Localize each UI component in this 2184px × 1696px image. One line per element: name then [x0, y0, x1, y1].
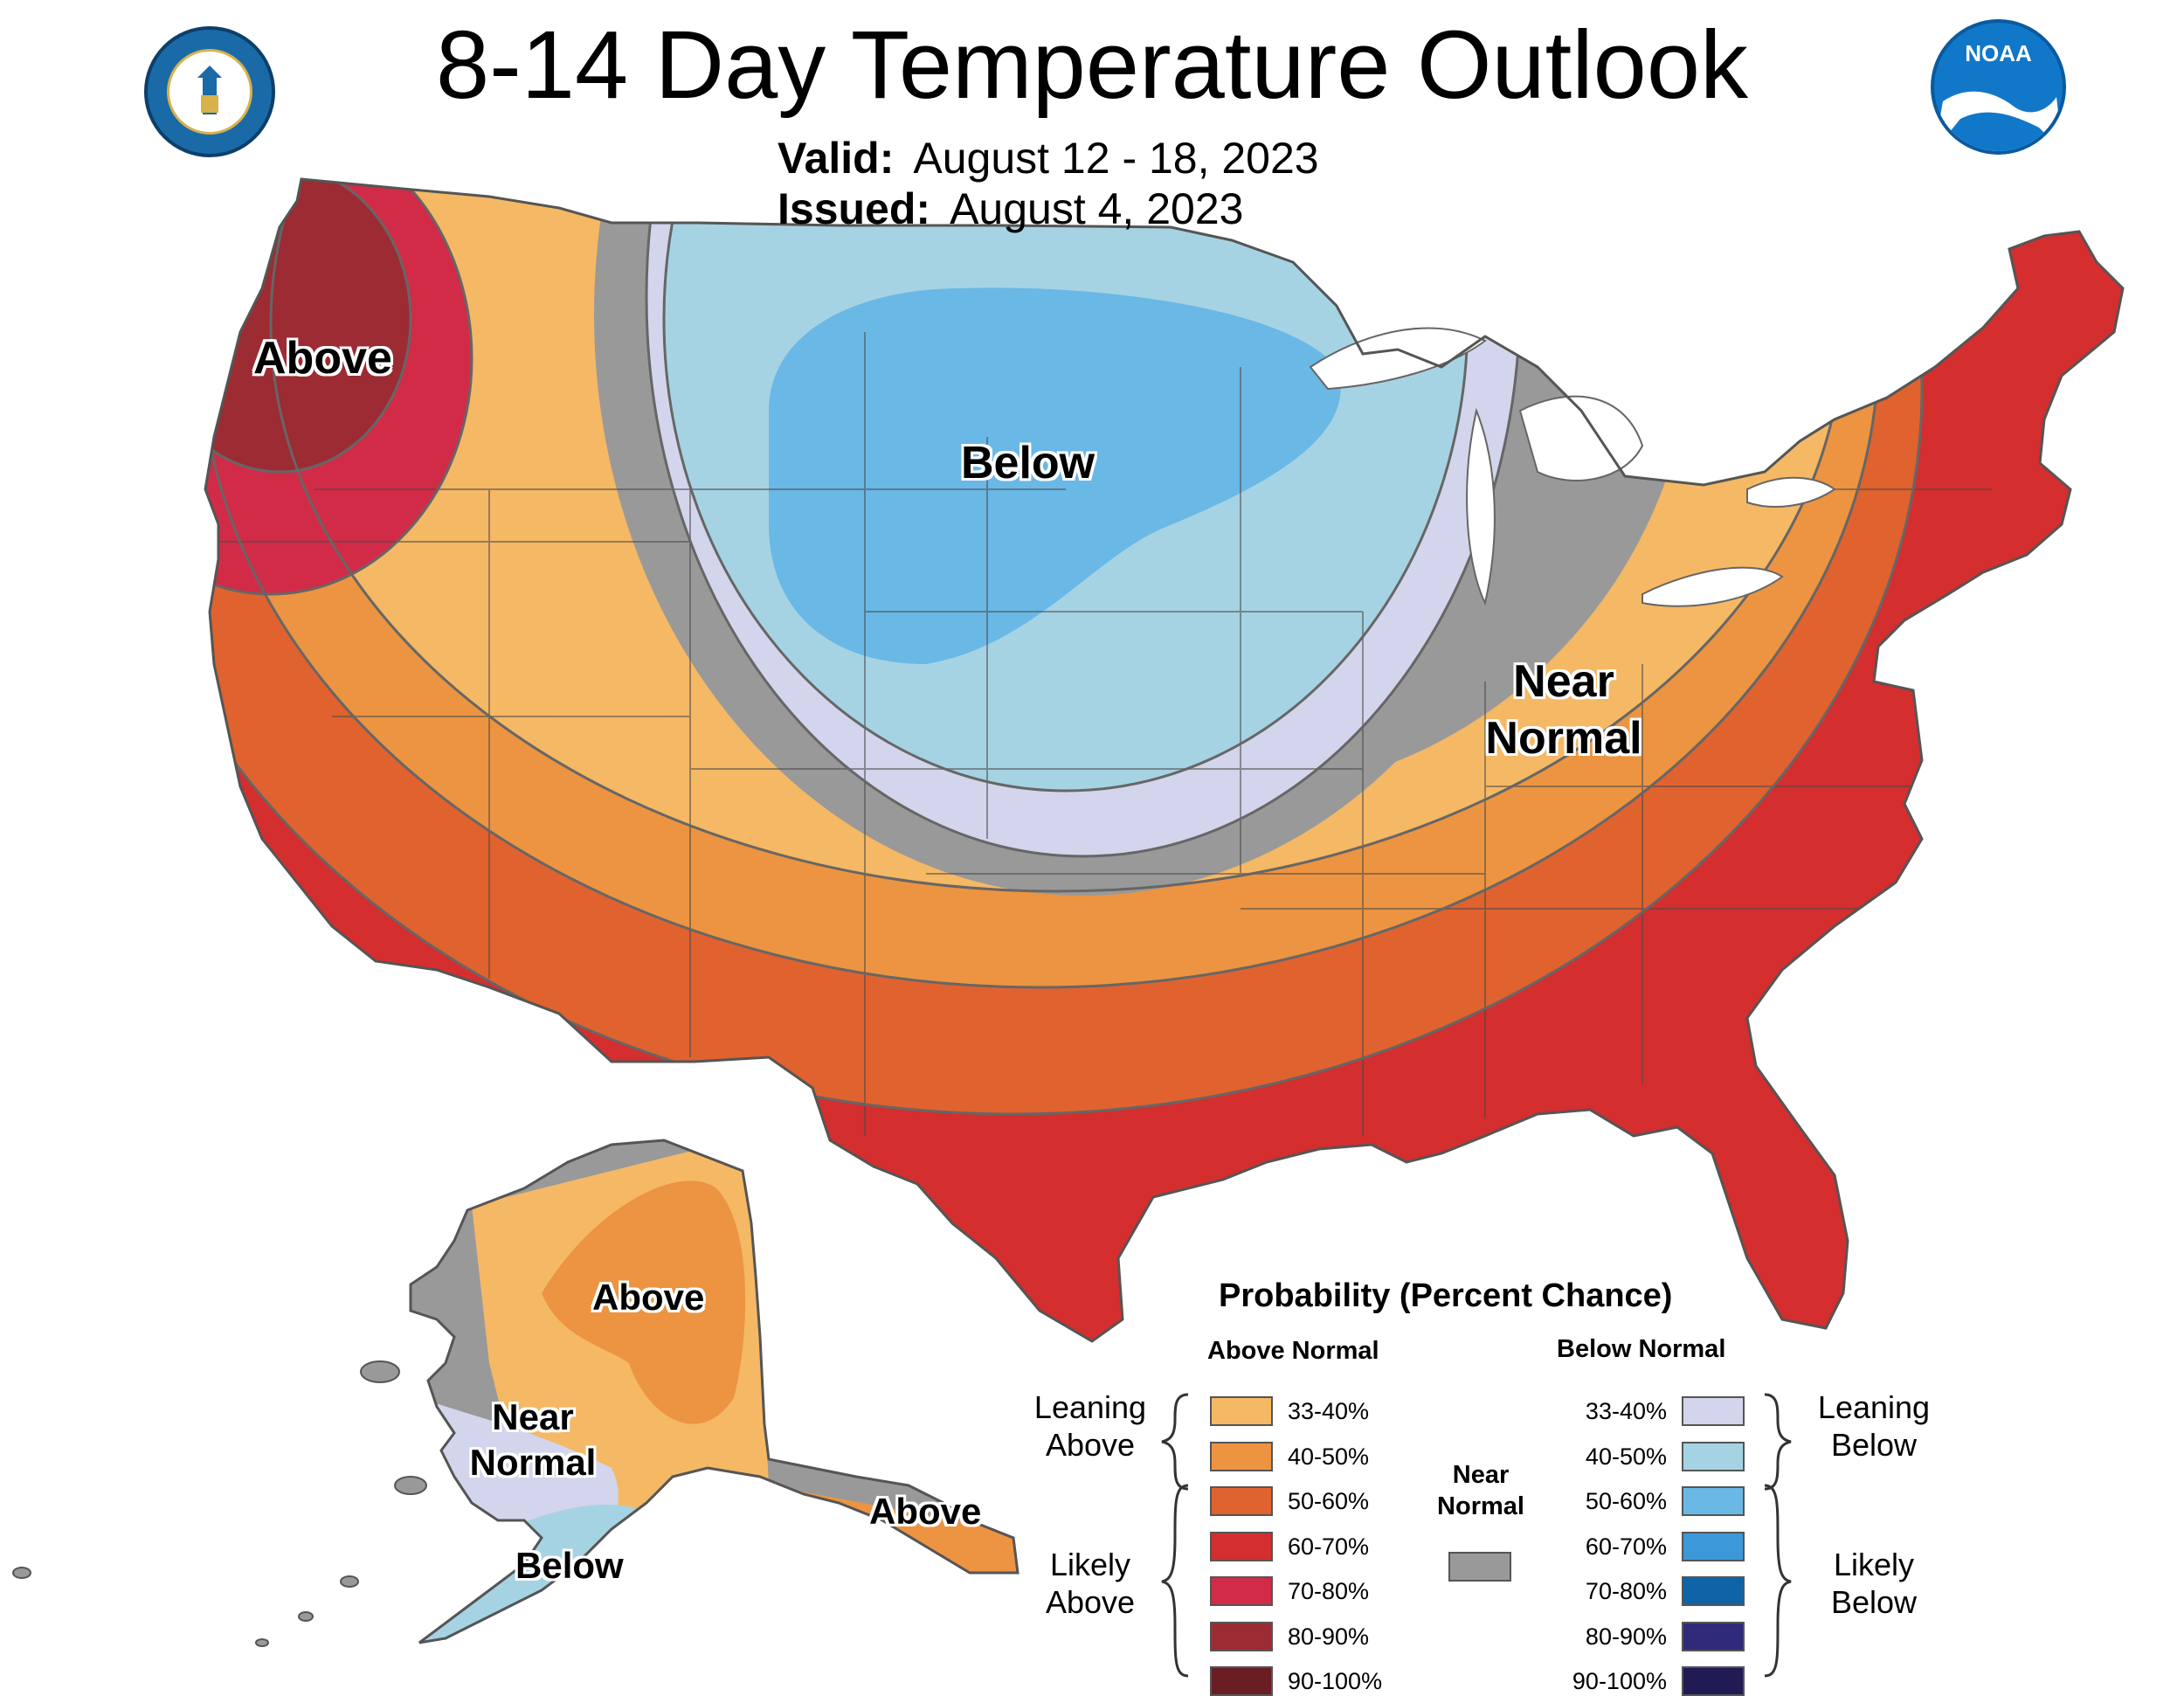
below-range-label: 50-60%	[1585, 1488, 1667, 1514]
below-swatch	[1682, 1532, 1745, 1561]
below-swatch	[1682, 1396, 1745, 1426]
above-swatch	[1210, 1576, 1273, 1606]
noaa-logo-text: NOAA	[1965, 40, 2032, 66]
below-swatch	[1682, 1442, 1745, 1471]
above-swatch	[1210, 1396, 1273, 1426]
label-north-plains: Below	[961, 438, 1095, 488]
above-range-label: 80-90%	[1288, 1623, 1370, 1650]
issued-label: Issued:	[778, 184, 931, 233]
issued-date: Issued: August 4, 2023	[778, 183, 1243, 234]
great-lakes	[1309, 327, 1836, 607]
below-range-label: 40-50%	[1585, 1443, 1667, 1470]
above-swatch	[1210, 1442, 1273, 1471]
conus-map	[205, 179, 2123, 1341]
below-range-label: 60-70%	[1585, 1533, 1667, 1560]
alaska-islands	[12, 1360, 427, 1647]
below-swatch	[1682, 1622, 1745, 1651]
legend-below-header: Below Normal	[1557, 1335, 1726, 1363]
above-range-label: 70-80%	[1288, 1578, 1370, 1604]
label-alaska-panhandle: Above	[869, 1491, 982, 1532]
near-normal-label-2: Normal	[1437, 1492, 1524, 1520]
label-pacific-nw: Above	[253, 333, 392, 384]
above-range-label: 50-60%	[1288, 1488, 1370, 1514]
eagle-shield-icon	[167, 49, 252, 135]
valid-dates: Valid: August 12 - 18, 2023	[778, 133, 1319, 183]
below-swatch	[1682, 1486, 1745, 1516]
below-range-label: 70-80%	[1585, 1578, 1667, 1604]
above-swatch	[1210, 1486, 1273, 1516]
conus-outline	[204, 177, 2125, 1343]
legend-title: Probability (Percent Chance)	[1219, 1277, 1673, 1314]
alaska-outline	[409, 1139, 1019, 1644]
leaning-below-label-2: Below	[1830, 1427, 1918, 1463]
near-normal-label-1: Near	[1452, 1461, 1510, 1489]
above-swatch	[1210, 1532, 1273, 1561]
label-ohio-valley-line1: Near	[1513, 656, 1614, 707]
valid-value: August 12 - 18, 2023	[913, 134, 1319, 183]
above-swatch	[1210, 1622, 1273, 1651]
label-alaska-west-line1: Near	[492, 1396, 574, 1437]
below-range-label: 33-40%	[1585, 1398, 1667, 1424]
legend-above-header: Above Normal	[1207, 1337, 1379, 1365]
likely-below-50-60-band	[769, 287, 1341, 664]
label-alaska-south: Below	[515, 1545, 624, 1586]
below-swatch	[1682, 1576, 1745, 1606]
near-normal-swatch	[1448, 1552, 1511, 1582]
label-alaska-west-line2: Normal	[469, 1442, 597, 1483]
leaning-above-label-1: Leaning	[1033, 1389, 1147, 1425]
label-alaska-interior: Above	[592, 1277, 705, 1318]
leaning-below-label-1: Leaning	[1817, 1389, 1931, 1425]
above-range-label: 60-70%	[1288, 1533, 1370, 1560]
above-range-label: 33-40%	[1288, 1398, 1370, 1424]
likely-below-label-1: Likely	[1833, 1547, 1915, 1582]
likely-below-label-2: Below	[1830, 1584, 1918, 1620]
below-range-label: 80-90%	[1585, 1623, 1667, 1650]
department-of-commerce-seal-icon	[144, 26, 275, 157]
valid-label: Valid:	[778, 134, 895, 183]
leaning-above-label-2: Above	[1045, 1427, 1136, 1463]
label-ohio-valley-line2: Normal	[1485, 713, 1642, 764]
above-range-label: 40-50%	[1288, 1443, 1370, 1470]
page-title: 8-14 Day Temperature Outlook	[435, 11, 1749, 119]
issued-value: August 4, 2023	[950, 184, 1244, 233]
likely-above-label-1: Likely	[1049, 1547, 1131, 1582]
likely-above-label-2: Above	[1045, 1584, 1136, 1620]
noaa-logo-icon: NOAA	[1931, 19, 2066, 155]
